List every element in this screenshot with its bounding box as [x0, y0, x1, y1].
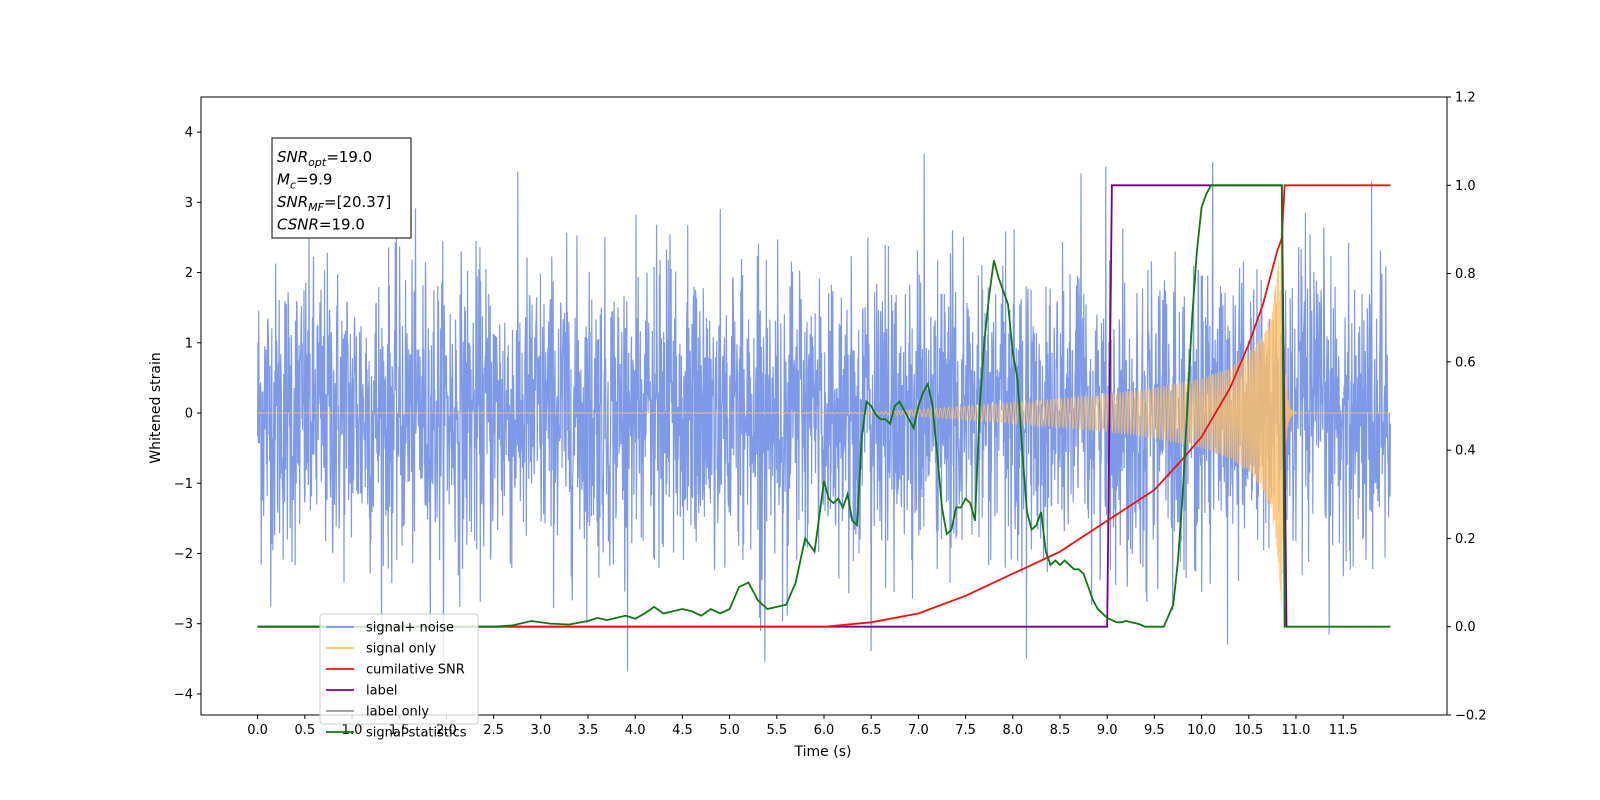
x-tick-label: 10.5	[1234, 723, 1263, 738]
x-tick-label: 11.0	[1281, 723, 1310, 738]
legend-label: signal+ noise	[366, 621, 454, 636]
y-tick-label: −3	[174, 617, 193, 632]
y-right-tick-label: 1.0	[1455, 179, 1476, 194]
x-tick-label: 8.0	[1002, 723, 1023, 738]
plot-area	[257, 153, 1391, 672]
x-tick-label: 6.5	[861, 723, 882, 738]
y-right-tick-label: 0.6	[1455, 355, 1476, 370]
legend-label: signal statistics	[366, 726, 467, 741]
info-box-line: SNRMF=[20.37]	[277, 193, 391, 214]
y-right-tick-label: 0.4	[1455, 444, 1476, 459]
y-right-tick-label: 0.0	[1455, 620, 1476, 635]
legend-label: label only	[366, 705, 429, 720]
y-axis-label: Whitened strain	[148, 352, 164, 463]
x-tick-label: 4.0	[625, 723, 646, 738]
x-tick-label: 3.5	[578, 723, 599, 738]
x-tick-label: 0.5	[294, 723, 315, 738]
x-tick-label: 4.5	[672, 723, 693, 738]
legend: signal+ noise signal only cumilative SNR la…	[319, 613, 479, 741]
axes: 0.0 0.5 1.0 1.5 2.0 2.5 3.0 3.5 4.0 4.5 5.0 5.5 6.0 6…	[174, 91, 1487, 739]
legend-label: cumilative SNR	[366, 663, 465, 678]
y-tick-label: −4	[174, 687, 193, 702]
x-axis-label: Time (s)	[794, 744, 852, 760]
x-tick-label: 1.5	[389, 723, 410, 738]
y-tick-label: 3	[185, 196, 193, 211]
info-box-line: Mc=9.9	[277, 171, 332, 192]
x-tick-label: 11.5	[1329, 723, 1358, 738]
x-tick-label: 9.5	[1144, 723, 1165, 738]
info-box-frame	[271, 137, 412, 239]
y-tick-label: 4	[185, 126, 193, 141]
y-right-tick-label: 0.8	[1455, 267, 1476, 282]
x-tick-label: 2.5	[483, 723, 504, 738]
y-right-tick-label: 0.2	[1455, 532, 1476, 547]
legend-frame	[319, 613, 479, 725]
info-box-line: SNRopt=19.0	[277, 148, 372, 169]
x-tick-label: 0.0	[247, 723, 268, 738]
x-tick-label: 5.0	[719, 723, 740, 738]
legend-label: label	[366, 684, 397, 699]
x-tick-label: 3.0	[530, 723, 551, 738]
x-tick-label: 6.0	[814, 723, 835, 738]
legend-label: signal only	[366, 642, 436, 657]
x-tick-label: 9.0	[1097, 723, 1118, 738]
y-right-tick-label: −0.2	[1455, 709, 1487, 724]
x-tick-label: 2.0	[436, 723, 457, 738]
series-signal-only	[257, 233, 1391, 604]
y-tick-label: 2	[185, 266, 193, 281]
y-tick-label: −2	[174, 547, 193, 562]
x-tick-label: 7.0	[908, 723, 929, 738]
series-cumulative-snr	[257, 184, 1391, 628]
y-tick-label: −1	[174, 477, 193, 492]
x-tick-label: 7.5	[955, 723, 976, 738]
y-tick-label: 0	[185, 407, 193, 422]
y-tick-label: 1	[185, 336, 193, 351]
series-signal-statistics	[257, 184, 1391, 628]
x-tick-label: 1.0	[342, 723, 363, 738]
x-tick-label: 5.5	[766, 723, 787, 738]
x-tick-label: 10.0	[1187, 723, 1216, 738]
info-box-line: CSNR=19.0	[277, 216, 365, 234]
x-tick-label: 8.5	[1050, 723, 1071, 738]
y-right-tick-label: 1.2	[1455, 91, 1476, 106]
